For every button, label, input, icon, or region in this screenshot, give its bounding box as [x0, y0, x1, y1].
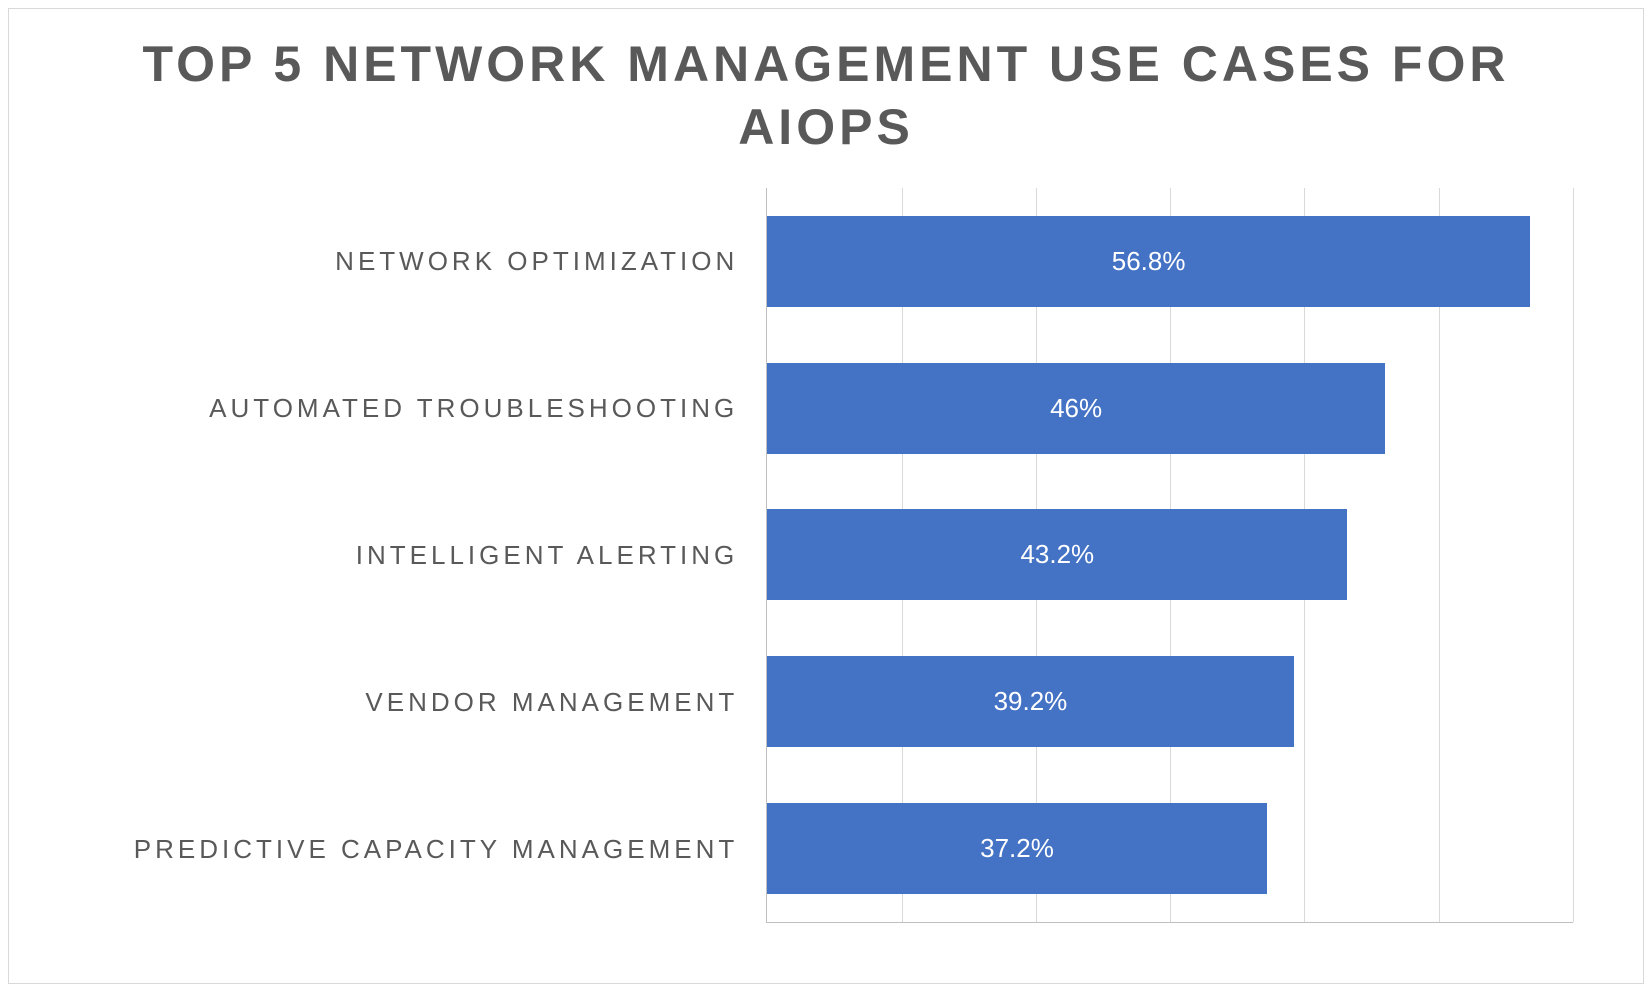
category-label: VENDOR MANAGEMENT — [365, 687, 766, 718]
bar-value-label: 43.2% — [1020, 539, 1094, 570]
bar: 43.2% — [767, 509, 1347, 600]
plot-area: NETWORK OPTIMIZATION AUTOMATED TROUBLESHO… — [79, 188, 1573, 923]
bar-value-label: 39.2% — [994, 686, 1068, 717]
bar: 37.2% — [767, 803, 1267, 894]
bar: 39.2% — [767, 656, 1293, 747]
bar: 46% — [767, 363, 1385, 454]
category-labels-column: NETWORK OPTIMIZATION AUTOMATED TROUBLESHO… — [79, 188, 766, 923]
chart-title: TOP 5 NETWORK MANAGEMENT USE CASES FOR A… — [9, 9, 1643, 168]
bar-value-label: 37.2% — [980, 833, 1054, 864]
bars-column: 56.8% 46% 43.2% 39.2% 37.2% — [766, 188, 1573, 923]
category-label: PREDICTIVE CAPACITY MANAGEMENT — [134, 834, 766, 865]
category-label: INTELLIGENT ALERTING — [356, 540, 766, 571]
category-label: NETWORK OPTIMIZATION — [335, 246, 766, 277]
bar-value-label: 56.8% — [1112, 246, 1186, 277]
bar: 56.8% — [767, 216, 1530, 307]
chart-frame: TOP 5 NETWORK MANAGEMENT USE CASES FOR A… — [8, 8, 1644, 984]
category-label: AUTOMATED TROUBLESHOOTING — [209, 393, 766, 424]
bar-value-label: 46% — [1050, 393, 1102, 424]
x-gridline — [1573, 188, 1574, 922]
